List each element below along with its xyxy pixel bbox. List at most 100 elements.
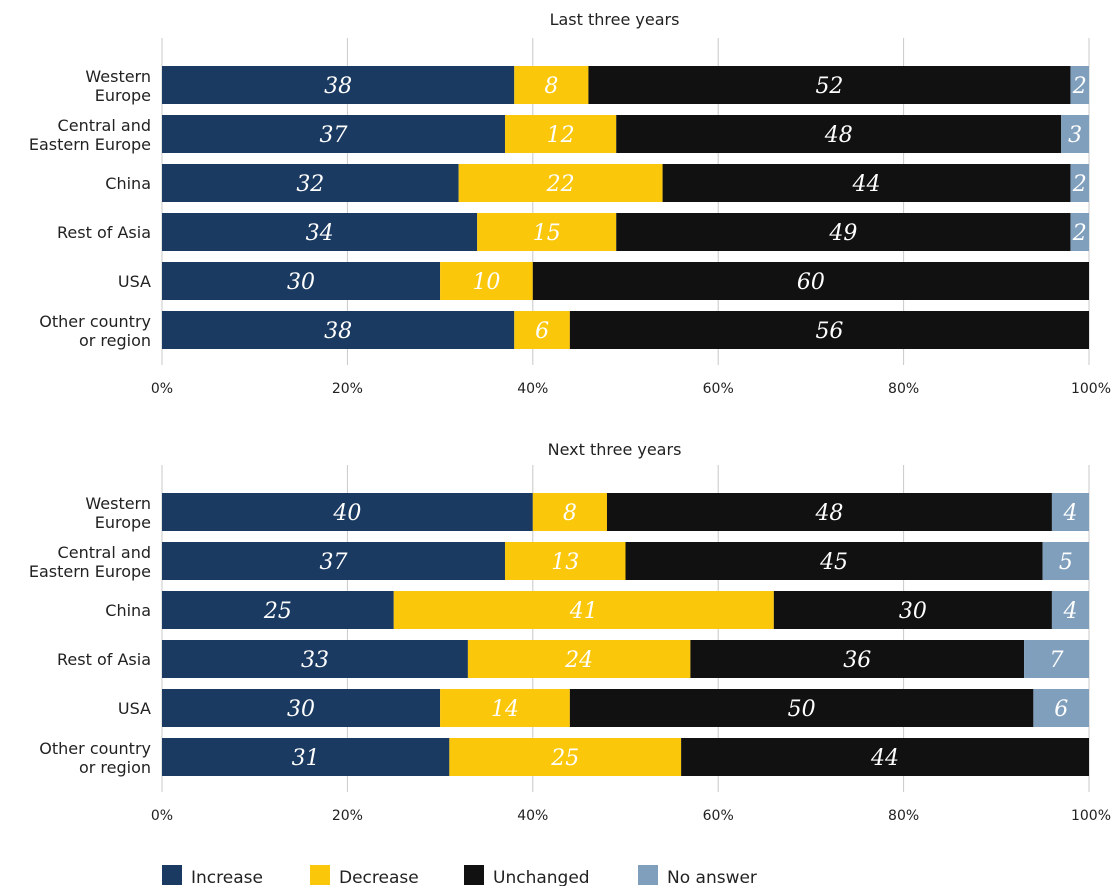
- bar-row: 40 8 48 4: [162, 493, 1089, 531]
- data-label: 2: [1072, 172, 1087, 197]
- category-label: Other country or region: [39, 739, 151, 777]
- category-label: USA: [118, 699, 151, 718]
- x-tick-label: 100%: [1071, 381, 1111, 397]
- bar-segment-unchanged: [569, 689, 1034, 727]
- data-label: 38: [324, 74, 352, 99]
- bar-segment-no_answer: [1061, 115, 1089, 153]
- bar-row: 33 24 36 7: [162, 640, 1089, 678]
- data-label: 48: [814, 501, 843, 526]
- data-label: 2: [1072, 221, 1087, 246]
- data-label: 34: [306, 221, 334, 246]
- data-label: 32: [296, 172, 324, 197]
- category-label: Rest of Asia: [57, 223, 151, 242]
- data-label: 4: [1062, 501, 1077, 526]
- bar-row: 31 25 44: [162, 738, 1089, 776]
- legend-item-decrease: Decrease: [310, 865, 419, 888]
- bar-segment-decrease: [532, 493, 607, 531]
- bar-segment-decrease: [440, 689, 570, 727]
- bar-segment-unchanged: [569, 311, 1089, 349]
- data-label: 41: [569, 599, 598, 624]
- bar-row: 32 22 44 2: [162, 164, 1089, 202]
- legend-swatch: [162, 865, 182, 885]
- bar-row: 25 41 30 4: [162, 591, 1089, 629]
- bar-segment-decrease: [477, 213, 617, 251]
- bar-segment-decrease: [393, 591, 774, 629]
- bar-segment-increase: [162, 66, 515, 104]
- data-label: 8: [544, 74, 558, 99]
- data-label: 13: [551, 550, 579, 575]
- data-label: 40: [332, 501, 361, 526]
- data-label: 12: [547, 123, 575, 148]
- legend-label: Decrease: [339, 868, 419, 886]
- x-tick-label: 80%: [888, 381, 919, 397]
- data-label: 52: [815, 74, 843, 99]
- bar-segment-decrease: [514, 311, 570, 349]
- data-label: 44: [870, 746, 899, 771]
- bar-segment-decrease: [504, 115, 617, 153]
- bar-segment-unchanged: [773, 591, 1052, 629]
- category-label: China: [105, 174, 151, 193]
- data-label: 33: [301, 648, 329, 673]
- bar-segment-increase: [162, 213, 478, 251]
- legend-label: No answer: [667, 868, 757, 886]
- data-label: 44: [852, 172, 881, 197]
- bar-segment-no_answer: [1042, 542, 1089, 580]
- category-label: Central and Eastern Europe: [29, 543, 151, 581]
- bar-segment-unchanged: [616, 213, 1071, 251]
- data-label: 60: [797, 270, 825, 295]
- bar-segment-unchanged: [625, 542, 1043, 580]
- bar-segment-increase: [162, 493, 533, 531]
- bar-segment-unchanged: [606, 493, 1052, 531]
- legend-label: Increase: [191, 868, 263, 886]
- x-tick-label: 40%: [517, 381, 548, 397]
- bar-segment-unchanged: [588, 66, 1071, 104]
- data-label: 36: [843, 648, 871, 673]
- bar-segment-no_answer: [1070, 213, 1089, 251]
- bar-segment-decrease: [440, 262, 533, 300]
- chart-title: Next three years: [548, 440, 682, 459]
- bar-segment-unchanged: [681, 738, 1089, 776]
- x-tick-label: 60%: [703, 381, 734, 397]
- data-label: 24: [564, 648, 593, 673]
- category-label: Central and Eastern Europe: [29, 116, 151, 154]
- x-tick-label: 80%: [888, 808, 919, 824]
- legend: Increase Decrease Unchanged No answer: [162, 865, 757, 888]
- x-tick-label: 100%: [1071, 808, 1111, 824]
- bar-segment-decrease: [467, 640, 691, 678]
- data-label: 48: [824, 123, 853, 148]
- chart-title: Last three years: [550, 10, 680, 29]
- x-tick-label: 20%: [332, 808, 363, 824]
- bar-segment-increase: [162, 640, 468, 678]
- category-label: Rest of Asia: [57, 650, 151, 669]
- legend-label: Unchanged: [493, 868, 590, 886]
- category-label: Western Europe: [85, 67, 151, 105]
- bar-segment-decrease: [449, 738, 682, 776]
- category-label: Other country or region: [39, 312, 151, 350]
- data-label: 56: [815, 319, 843, 344]
- bar-segment-increase: [162, 311, 515, 349]
- data-label: 37: [319, 123, 347, 148]
- bar-segment-increase: [162, 738, 450, 776]
- bar-segment-decrease: [458, 164, 663, 202]
- data-label: 6: [1054, 697, 1068, 722]
- bar-segment-unchanged: [690, 640, 1025, 678]
- chart-panel-2: Next three years 40 8 48 4 Western Europe 37 13 4…: [29, 440, 1111, 824]
- data-label: 14: [491, 697, 519, 722]
- x-tick-label: 40%: [517, 808, 548, 824]
- bar-row: 38 8 52 2: [162, 66, 1089, 104]
- data-label: 37: [319, 550, 347, 575]
- x-tick-label: 0%: [151, 381, 173, 397]
- bar-row: 37 13 45 5: [162, 542, 1089, 580]
- legend-item-increase: Increase: [162, 865, 263, 888]
- bar-segment-unchanged: [616, 115, 1062, 153]
- data-label: 30: [899, 599, 927, 624]
- data-label: 2: [1072, 74, 1087, 99]
- bar-segment-increase: [162, 542, 505, 580]
- bar-segment-no_answer: [1070, 164, 1089, 202]
- data-label: 22: [546, 172, 575, 197]
- category-label: USA: [118, 272, 151, 291]
- x-tick-label: 60%: [703, 808, 734, 824]
- data-label: 25: [550, 746, 579, 771]
